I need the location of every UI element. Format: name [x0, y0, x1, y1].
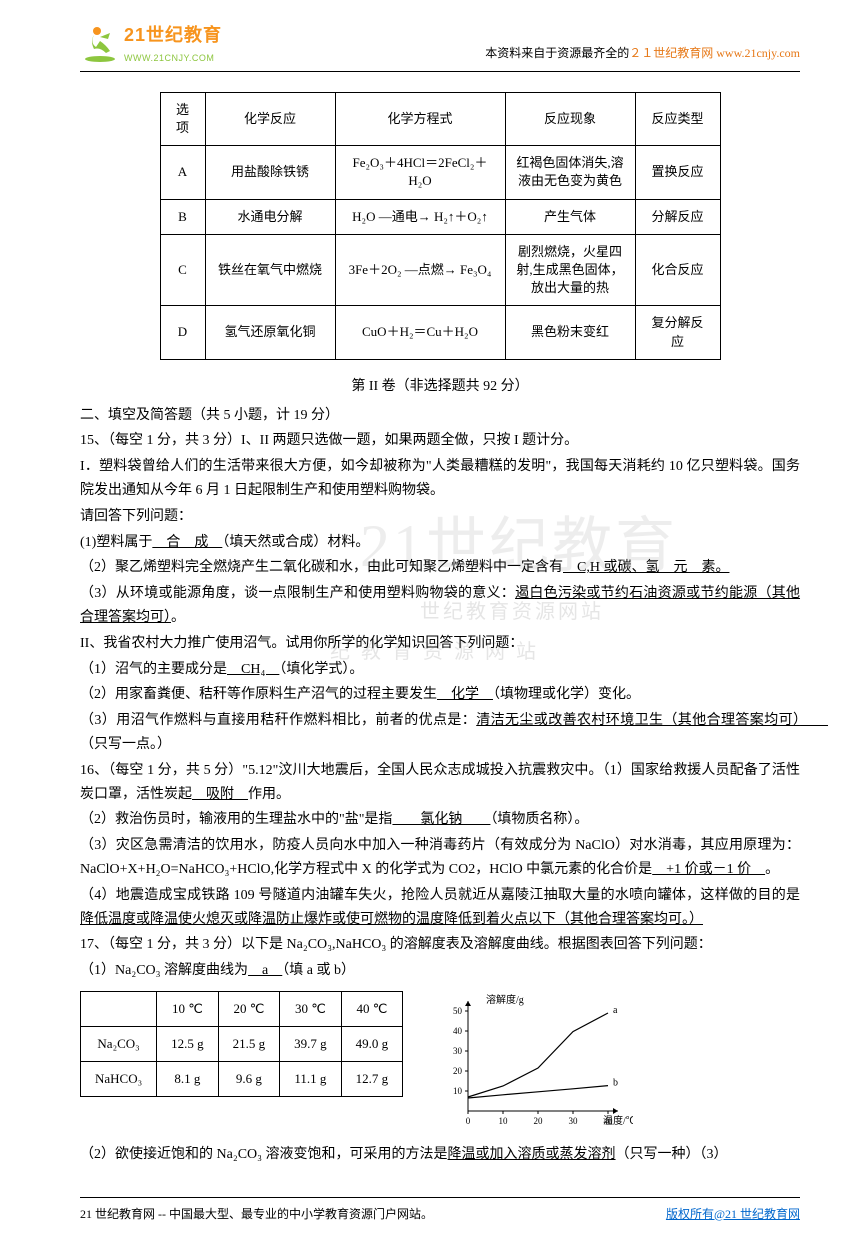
table-header-row: 选项 化学反应 化学方程式 反应现象 反应类型 — [160, 92, 720, 145]
svg-text:30: 30 — [569, 1116, 579, 1126]
table-header-row: 10 ℃20 ℃30 ℃40 ℃ — [81, 991, 403, 1026]
solubility-chart: 0102030401020304050溶解度/g温度/℃ab — [433, 991, 633, 1131]
table-row: C铁丝在氧气中燃烧3Fe＋2O₂ —点燃→ Fe₃O₄剧烈燃烧，火星四射,生成黑… — [160, 234, 720, 306]
answer-blank: 化学 — [437, 687, 493, 702]
table-row: Na₂CO₃12.5 g21.5 g39.7 g49.0 g — [81, 1026, 403, 1061]
table-cell: Fe₂O₃＋4HCl＝2FeCl₂＋H₂O — [335, 146, 505, 199]
table-row: B水通电分解H₂O —通电→ H₂↑＋O₂↑产生气体分解反应 — [160, 199, 720, 234]
answer-blank: 吸附 — [192, 787, 248, 802]
header-divider — [80, 71, 800, 72]
footer-copyright-link[interactable]: 版权所有@21 世纪教育网 — [666, 1204, 800, 1224]
table-cell: D — [160, 306, 205, 359]
logo-runner-icon — [80, 23, 120, 63]
svg-text:50: 50 — [453, 1006, 463, 1016]
table-cell: A — [160, 146, 205, 199]
svg-text:b: b — [613, 1077, 618, 1088]
table-cell: 用盐酸除铁锈 — [205, 146, 335, 199]
svg-text:10: 10 — [453, 1086, 463, 1096]
q15-II-head: II、我省农村大力推广使用沼气。试用你所学的化学知识回答下列问题： — [80, 632, 800, 656]
logo-text-main: 21世纪教育 — [124, 20, 222, 51]
source-prefix: 本资料来自于资源最齐全的 — [485, 46, 629, 60]
page-footer: 21 世纪教育网 -- 中国最大型、最专业的中小学教育资源门户网站。 版权所有@… — [80, 1197, 800, 1224]
answer-blank: 合 成 — [152, 535, 222, 550]
content-body: 21世纪教育 世纪教育资源网站 纪 教 育 资 源 网 站 I．塑料袋曾给人们的… — [80, 455, 800, 757]
q15-I-2: （2）聚乙烯塑料完全燃烧产生二氧化碳和水，由此可知聚乙烯塑料中一定含有 C,H … — [80, 556, 800, 580]
reaction-table: 选项 化学反应 化学方程式 反应现象 反应类型 A用盐酸除铁锈Fe₂O₃＋4HC… — [160, 92, 721, 360]
q17-head: 17、（每空 1 分，共 3 分）以下是 Na₂CO₃,NaHCO₃ 的溶解度表… — [80, 933, 800, 957]
answer-blank: a — [248, 963, 282, 978]
table-cell: 红褐色固体消失,溶液由无色变为黄色 — [505, 146, 635, 199]
col-phenomenon: 反应现象 — [505, 92, 635, 145]
line-chart-svg: 0102030401020304050溶解度/g温度/℃ab — [433, 991, 633, 1131]
svg-text:40: 40 — [453, 1026, 463, 1036]
table-cell: 置换反应 — [635, 146, 720, 199]
table-cell: 产生气体 — [505, 199, 635, 234]
svg-text:a: a — [613, 1005, 618, 1016]
q15-I-text: I．塑料袋曾给人们的生活带来很大方便，如今却被称为"人类最糟糕的发明"，我国每天… — [80, 455, 800, 503]
table-cell: C — [160, 234, 205, 306]
table-row: A用盐酸除铁锈Fe₂O₃＋4HCl＝2FeCl₂＋H₂O红褐色固体消失,溶液由无… — [160, 146, 720, 199]
answer-blank: 降低温度或降温使火熄灭或降温防止爆炸或使可燃物的温度降低到着火点以下（其他合理答… — [80, 912, 703, 927]
col-reaction: 化学反应 — [205, 92, 335, 145]
table-cell: 剧烈燃烧，火星四射,生成黑色固体，放出大量的热 — [505, 234, 635, 306]
table-cell: CuO＋H₂＝Cu＋H₂O — [335, 306, 505, 359]
solubility-table: 10 ℃20 ℃30 ℃40 ℃ Na₂CO₃12.5 g21.5 g39.7 … — [80, 991, 403, 1097]
site-logo: 21世纪教育 WWW.21CNJY.COM — [80, 20, 222, 66]
answer-blank: C,H 或碳、氢 元 素。 — [563, 560, 729, 575]
table-row: NaHCO₃8.1 g9.6 g11.1 g12.7 g — [81, 1062, 403, 1097]
svg-text:0: 0 — [466, 1116, 471, 1126]
q15-II-3: （3）用沼气作燃料与直接用秸秆作燃料相比，前者的优点是：清洁无尘或改善农村环境卫… — [80, 709, 800, 757]
q15-II-1: （1）沼气的主要成分是 CH₄ （填化学式）。 — [80, 658, 800, 682]
solubility-row: 10 ℃20 ℃30 ℃40 ℃ Na₂CO₃12.5 g21.5 g39.7 … — [80, 991, 800, 1131]
q17-2: （2）欲使接近饱和的 Na₂CO₃ 溶液变饱和，可采用的方法是降温或加入溶质或蒸… — [80, 1143, 800, 1167]
page-header: 21世纪教育 WWW.21CNJY.COM 本资料来自于资源最齐全的２１世纪教育… — [80, 20, 800, 66]
q16-2: （2）救治伤员时，输液用的生理盐水中的"盐"是指 氯化钠 （填物质名称）。 — [80, 808, 800, 832]
svg-text:30: 30 — [453, 1046, 463, 1056]
fill-blank-intro: 二、填空及简答题（共 5 小题，计 19 分） — [80, 404, 800, 428]
table-cell: 铁丝在氧气中燃烧 — [205, 234, 335, 306]
svg-text:温度/℃: 温度/℃ — [603, 1114, 633, 1127]
table-cell: H₂O —通电→ H₂↑＋O₂↑ — [335, 199, 505, 234]
table-cell: 化合反应 — [635, 234, 720, 306]
logo-text-sub: WWW.21CNJY.COM — [124, 51, 222, 66]
table-cell: 分解反应 — [635, 199, 720, 234]
answer-blank: 清洁无尘或改善农村环境卫生（其他合理答案均可） — [476, 713, 828, 728]
q16: 16、（每空 1 分，共 5 分）"5.12"汶川大地震后，全国人民众志成城投入… — [80, 759, 800, 807]
svg-text:20: 20 — [453, 1066, 463, 1076]
svg-text:10: 10 — [499, 1116, 509, 1126]
q16-4: （4）地震造成宝成铁路 109 号隧道内油罐车失火，抢险人员就近从嘉陵江抽取大量… — [80, 884, 800, 932]
answer-blank: +1 价或－1 价 — [652, 862, 765, 877]
source-url: www.21cnjy.com — [716, 46, 800, 60]
q15-head: 15、（每空 1 分，共 3 分）I、II 两题只选做一题，如果两题全做，只按 … — [80, 429, 800, 453]
table-cell: 水通电分解 — [205, 199, 335, 234]
footer-left: 21 世纪教育网 -- 中国最大型、最专业的中小学教育资源门户网站。 — [80, 1204, 433, 1224]
svg-text:20: 20 — [534, 1116, 544, 1126]
table-cell: 3Fe＋2O₂ —点燃→ Fe₃O₄ — [335, 234, 505, 306]
svg-text:溶解度/g: 溶解度/g — [486, 993, 524, 1006]
answer-blank: 降温或加入溶质或蒸发溶剂 — [448, 1147, 616, 1162]
answer-blank: 氯化钠 — [392, 812, 490, 827]
q17-1: （1）Na₂CO₃ 溶解度曲线为 a （填 a 或 b） — [80, 959, 800, 983]
q15-I-prompt: 请回答下列问题： — [80, 505, 800, 529]
col-option: 选项 — [160, 92, 205, 145]
table-cell: 氢气还原氧化铜 — [205, 306, 335, 359]
answer-blank: CH₄ — [227, 662, 279, 677]
section-title: 第 II 卷（非选择题共 92 分） — [80, 375, 800, 399]
q16-3: （3）灾区急需清洁的饮用水，防疫人员向水中加入一种消毒药片（有效成分为 NaCl… — [80, 834, 800, 882]
table-cell: 黑色粉末变红 — [505, 306, 635, 359]
source-line: 本资料来自于资源最齐全的２１世纪教育网 www.21cnjy.com — [485, 43, 800, 66]
source-site: ２１世纪教育网 — [629, 46, 713, 60]
q15-II-2: （2）用家畜粪便、秸秆等作原料生产沼气的过程主要发生 化学 （填物理或化学）变化… — [80, 683, 800, 707]
col-type: 反应类型 — [635, 92, 720, 145]
table-row: D氢气还原氧化铜CuO＋H₂＝Cu＋H₂O黑色粉末变红复分解反应 — [160, 306, 720, 359]
table-cell: B — [160, 199, 205, 234]
logo-text: 21世纪教育 WWW.21CNJY.COM — [124, 20, 222, 66]
table-cell: 复分解反应 — [635, 306, 720, 359]
q15-I-1: (1)塑料属于 合 成 （填天然或合成）材料。 — [80, 531, 800, 555]
q15-I-3: （3）从环境或能源角度，谈一点限制生产和使用塑料购物袋的意义：遏白色污染或节约石… — [80, 582, 800, 630]
col-equation: 化学方程式 — [335, 92, 505, 145]
